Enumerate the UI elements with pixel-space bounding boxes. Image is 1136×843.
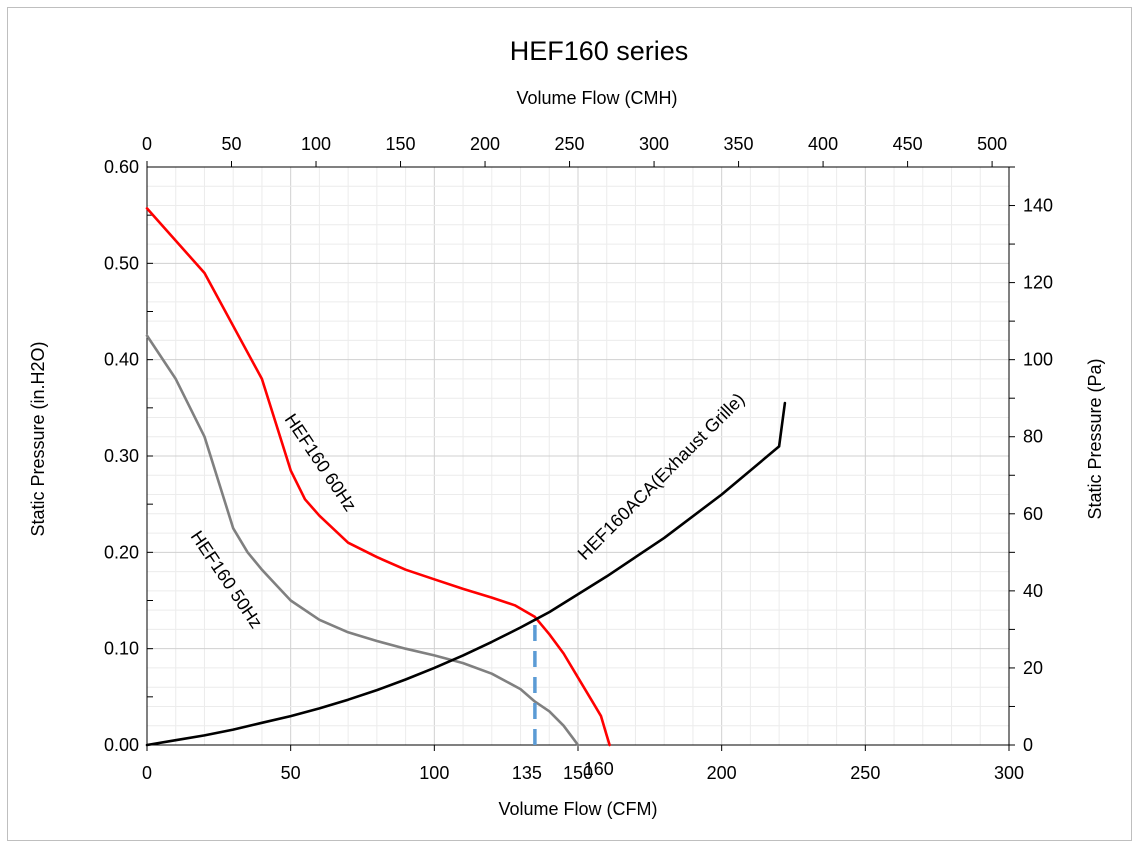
y2-tick-label: 100 (1023, 350, 1053, 370)
x2-tick-label: 100 (301, 134, 331, 154)
x2-tick-label: 450 (893, 134, 923, 154)
x-tick-label: 250 (850, 763, 880, 783)
x2-tick-label: 0 (142, 134, 152, 154)
y2-tick-label: 80 (1023, 427, 1043, 447)
series-line-0 (145, 207, 611, 747)
chart-frame (7, 7, 1132, 841)
y-tick-label: 0.20 (104, 542, 139, 562)
series-line-2 (145, 401, 787, 747)
x-tick-label: 100 (419, 763, 449, 783)
series (145, 207, 787, 747)
y-tick-label: 0.30 (104, 446, 139, 466)
x-tick-label: 50 (281, 763, 301, 783)
x-axis-title: Volume Flow (CFM) (498, 799, 657, 819)
series-line-1 (145, 334, 580, 747)
y-tick-label: 0.00 (104, 735, 139, 755)
y-tick-label: 0.10 (104, 639, 139, 659)
x2-axis-title: Volume Flow (CMH) (516, 88, 677, 108)
y-tick-label: 0.50 (104, 253, 139, 273)
y2-tick-label: 20 (1023, 658, 1043, 678)
y2-tick-label: 0 (1023, 735, 1033, 755)
chart-title: HEF160 series (510, 36, 689, 66)
x-tick-label: 200 (707, 763, 737, 783)
x2-tick-label: 200 (470, 134, 500, 154)
y2-tick-label: 40 (1023, 581, 1043, 601)
x2-tick-label: 400 (808, 134, 838, 154)
x2-tick-label: 300 (639, 134, 669, 154)
y2-tick-label: 120 (1023, 273, 1053, 293)
x2-tick-label: 250 (555, 134, 585, 154)
x2-tick-label: 500 (977, 134, 1007, 154)
curve-label-exhaust-grille: HEF160ACA(Exhaust Grille) (574, 389, 749, 564)
x2-tick-label: 350 (724, 134, 754, 154)
x-tick-label: 300 (994, 763, 1024, 783)
x2-tick-label: 50 (221, 134, 241, 154)
y2-tick-label: 140 (1023, 196, 1053, 216)
x-tick-label: 150 (563, 763, 593, 783)
y-axis-title: Static Pressure (in.H2O) (28, 341, 48, 536)
y-tick-label: 0.40 (104, 350, 139, 370)
grid (146, 166, 1010, 746)
curve-label-50hz: HEF160 50Hz (187, 527, 267, 632)
y2-axis-title: Static Pressure (Pa) (1085, 358, 1105, 519)
axes: 0.000.100.200.300.400.500.60020406080100… (104, 134, 1053, 783)
y-tick-label: 0.60 (104, 157, 139, 177)
x2-tick-label: 150 (386, 134, 416, 154)
y2-tick-label: 60 (1023, 504, 1043, 524)
x-tick-label: 135 (512, 763, 542, 783)
x-tick-label: 160 (584, 759, 614, 779)
x-tick-label: 0 (142, 763, 152, 783)
